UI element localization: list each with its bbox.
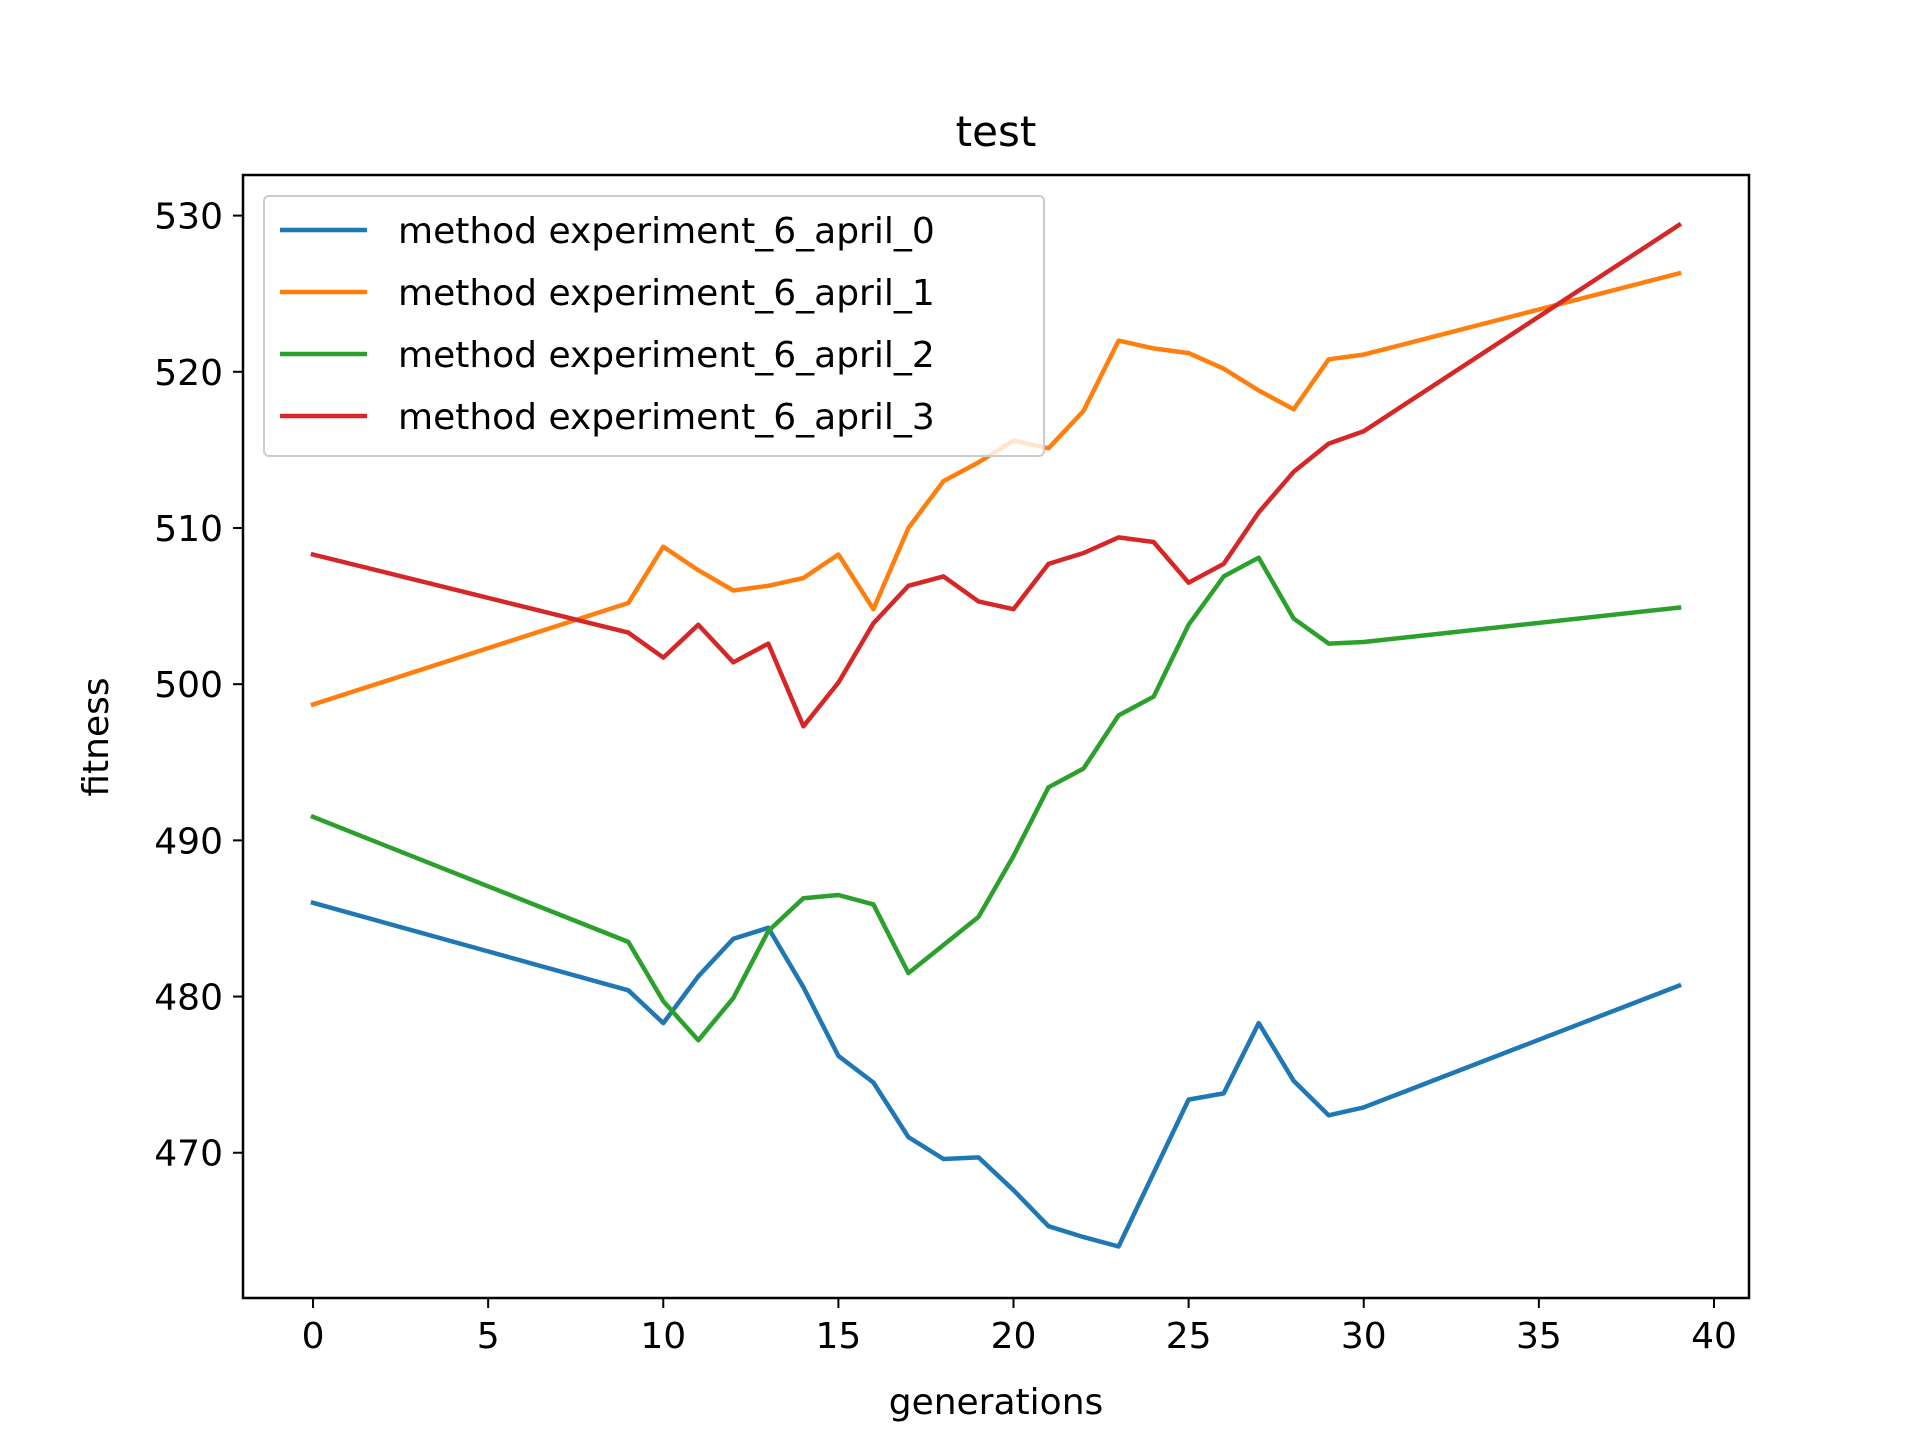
y-tick-label: 520 — [154, 353, 223, 394]
series-line-3 — [310, 221, 1683, 729]
y-axis-label: fitness — [76, 677, 117, 796]
x-tick-label: 5 — [477, 1316, 500, 1357]
y-tick-label: 470 — [154, 1134, 223, 1175]
legend-label: method experiment_6_april_3 — [398, 397, 935, 438]
x-axis-label: generations — [889, 1382, 1104, 1423]
x-axis: 0 5 10 15 20 25 30 35 40 — [302, 1298, 1737, 1357]
x-tick-label: 25 — [1166, 1316, 1212, 1357]
legend-label: method experiment_6_april_2 — [398, 335, 935, 376]
x-tick-label: 30 — [1341, 1316, 1387, 1357]
y-tick-label: 530 — [154, 197, 223, 238]
y-axis: 470 480 490 500 510 520 530 — [154, 197, 243, 1175]
chart-title: test — [956, 107, 1037, 156]
y-tick-label: 500 — [154, 665, 223, 706]
y-tick-label: 490 — [154, 821, 223, 862]
x-tick-label: 35 — [1516, 1316, 1562, 1357]
y-tick-label: 480 — [154, 978, 223, 1019]
x-tick-label: 10 — [640, 1316, 686, 1357]
legend-label: method experiment_6_april_1 — [398, 273, 935, 314]
y-tick-label: 510 — [154, 509, 223, 550]
x-tick-label: 15 — [815, 1316, 861, 1357]
series-line-0 — [310, 900, 1682, 1249]
x-tick-label: 40 — [1691, 1316, 1737, 1357]
legend-box — [263, 195, 1045, 457]
x-tick-label: 0 — [302, 1316, 325, 1357]
x-tick-label: 20 — [991, 1316, 1037, 1357]
plot-frame — [241, 173, 1751, 1300]
series-line-2 — [310, 555, 1682, 1043]
legend-label: method experiment_6_april_0 — [398, 211, 935, 252]
